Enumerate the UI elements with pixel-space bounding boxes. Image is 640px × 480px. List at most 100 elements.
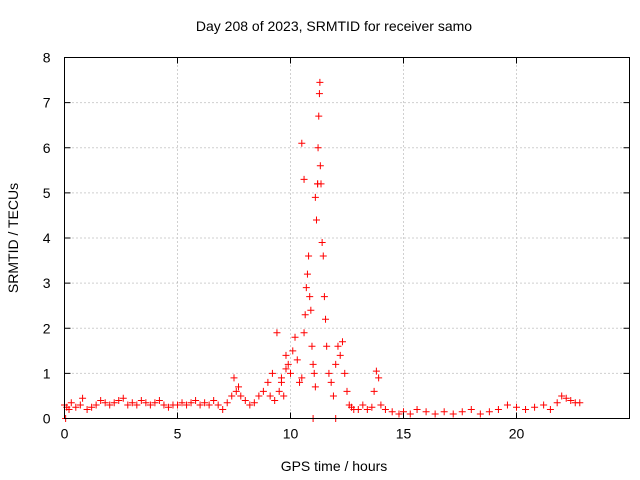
data-point [332,360,340,368]
data-point [250,399,258,407]
data-point [318,239,326,247]
data-point [106,401,114,409]
data-point [183,401,191,409]
data-point [178,399,186,407]
grid [64,57,630,419]
data-point [76,401,84,409]
data-point [201,399,209,407]
data-point [513,403,520,411]
data-point [440,408,448,416]
data-point [151,399,159,407]
data-point [124,401,132,409]
data-point [395,410,403,418]
data-point [377,401,385,409]
data-point [310,369,318,377]
data-point [192,396,200,404]
data-point [327,378,335,386]
data-point [115,396,123,404]
data-point [187,399,195,407]
data-point [142,399,150,407]
data-point [503,401,511,409]
y-tick-label-4: 4 [43,230,51,246]
data-point [305,252,313,260]
data-point [214,401,222,409]
data-point [275,387,283,395]
data-point [562,394,570,402]
data-point [540,401,548,409]
data-point [97,396,105,404]
axis-ticks: 0 5 10 15 20 0 1 2 3 4 5 6 7 8 [43,50,630,442]
data-point [228,392,236,400]
data-point [388,408,396,416]
data-point [320,293,328,301]
data-point [308,342,316,350]
data-point [72,403,80,411]
data-point [205,401,213,409]
data-point [336,351,344,359]
data-point [210,396,218,404]
data-point [311,383,319,391]
data-point [289,347,297,355]
data-point [323,342,331,350]
x-tick-label-2: 10 [283,426,299,442]
data-point [316,78,324,86]
data-point [553,399,561,407]
data-point [312,216,320,224]
data-point [232,387,240,395]
data-point [300,329,308,337]
data-point [314,144,322,152]
data-point [303,270,311,278]
data-point [494,405,502,413]
data-point [271,396,279,404]
data-point [368,403,376,411]
data-point [133,401,141,409]
data-point [88,403,96,411]
data-point [531,403,539,411]
data-point [128,399,136,407]
data-point [246,401,254,409]
y-tick-label-7: 7 [43,95,51,111]
data-point [298,374,306,382]
data-point [293,356,301,364]
data-point [280,392,288,400]
data-point [268,369,276,377]
data-point [282,351,290,359]
data-point [259,387,267,395]
data-point [315,112,323,120]
y-tick-label-2: 2 [43,320,51,336]
data-point [325,369,333,377]
y-tick-label-3: 3 [43,275,51,291]
data-point [338,338,346,346]
data-point [296,378,304,386]
data-point [458,408,466,416]
data-point [406,410,414,418]
data-point [284,360,292,368]
data-point [322,315,330,323]
data-point [282,365,290,373]
data-point [79,394,87,402]
data-point [302,284,310,292]
data-point [359,401,367,409]
data-point [146,401,154,409]
data-point [92,401,100,409]
data-point [266,392,274,400]
data-point [431,410,439,418]
data-point [137,396,145,404]
y-tick-label-0: 0 [43,411,51,427]
data-point [314,180,322,188]
data-point [160,401,168,409]
y-axis-label: SRMTID / TECUs [5,183,21,293]
data-point [237,392,245,400]
data-point [110,399,118,407]
data-point [255,392,263,400]
data-point [309,360,317,368]
x-axis-label: GPS time / hours [281,458,388,474]
data-point [311,193,319,201]
data-point [354,405,362,413]
data-point [341,369,349,377]
data-point [219,405,227,413]
data-point [319,252,327,260]
x-tick-label-3: 15 [396,426,412,442]
data-point [223,399,231,407]
